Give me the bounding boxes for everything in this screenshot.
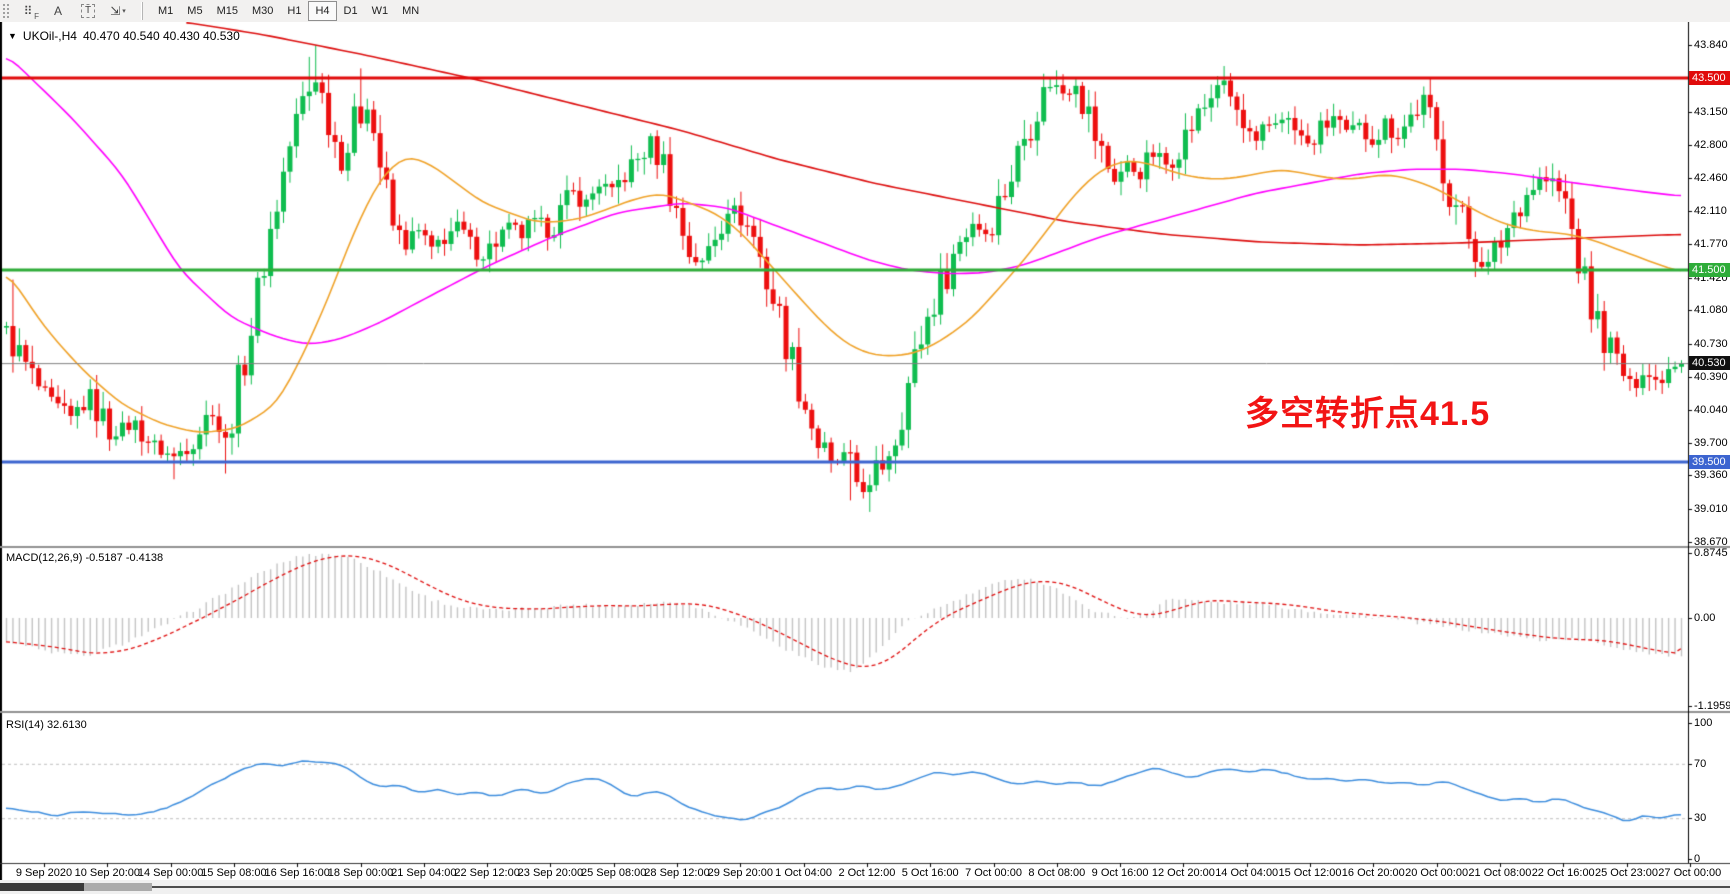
macd-tick-label: -1.1959 [1694, 700, 1730, 713]
timeframe-m30-button[interactable]: M30 [245, 1, 280, 21]
dropdown-caret-icon[interactable]: ▾ [122, 8, 126, 15]
time-axis-label: 21 Oct 08:00 [1468, 867, 1532, 879]
rsi-tick-label: 30 [1694, 812, 1707, 825]
time-axis-label: 9 Oct 16:00 [1091, 867, 1149, 879]
chart-canvas[interactable] [0, 22, 1730, 894]
rsi-tick-label: 70 [1694, 757, 1707, 770]
chart-region: ▼ UKOil-,H4 40.470 40.540 40.430 40.530 … [0, 22, 1730, 894]
ohlc-values: 40.470 40.540 40.430 40.530 [82, 29, 240, 43]
cursor-arrows-glyph: ⇲ [110, 4, 121, 18]
annotation-text: 多空转折点41.5 [1245, 395, 1491, 433]
time-axis-label: 9 Sep 2020 [15, 867, 73, 879]
price-tick-label: 43.150 [1694, 105, 1728, 118]
price-tick-label: 42.110 [1694, 205, 1727, 218]
time-axis-label: 29 Sep 20:00 [707, 867, 774, 879]
timeframe-h1-button[interactable]: H1 [280, 1, 308, 21]
time-axis-label: 25 Sep 08:00 [580, 867, 647, 879]
time-axis-label: 12 Oct 20:00 [1151, 867, 1215, 879]
time-axis-label: 23 Sep 20:00 [517, 867, 584, 879]
time-axis-label: 16 Sep 16:00 [264, 867, 330, 879]
time-axis-label: 14 Sep 00:00 [137, 867, 204, 879]
toolbar: ⠿ F A T ⇲ ▾ M1 M5 M15 M30 H1 H4 D1 W1 MN [0, 0, 1730, 23]
price-tick-label: 38.670 [1694, 535, 1728, 548]
price-tick-label: 40.390 [1694, 370, 1728, 383]
toolbar-drag-handle[interactable] [2, 3, 11, 19]
scrollbar-thumb[interactable] [0, 883, 84, 891]
macd-indicator-label: MACD(12,26,9) -0.5187 -0.4138 [6, 552, 164, 564]
rsi-indicator-label: RSI(14) 32.6130 [6, 719, 87, 731]
price-tick-label: 41.770 [1694, 238, 1728, 251]
price-badge: 43.500 [1689, 71, 1730, 85]
price-tick-label: 39.360 [1694, 469, 1728, 482]
time-axis-label: 5 Oct 16:00 [901, 867, 959, 879]
hotkey-grid-sub: F [34, 12, 39, 21]
price-tick-label: 42.460 [1694, 171, 1728, 184]
price-tick-label: 39.010 [1694, 503, 1728, 516]
text-label-glyph: A [53, 4, 62, 18]
timeframe-mn-button[interactable]: MN [395, 1, 426, 21]
time-axis-label: 8 Oct 08:00 [1028, 867, 1086, 879]
timeframe-m15-button[interactable]: M15 [210, 1, 245, 21]
price-tick-label: 41.080 [1694, 304, 1728, 317]
time-axis-label: 18 Sep 00:00 [327, 867, 394, 879]
time-axis-label: 28 Sep 12:00 [644, 867, 710, 879]
price-tick-label: 40.040 [1694, 404, 1728, 417]
timeframe-m1-button[interactable]: M1 [151, 1, 180, 21]
hotkey-grid-glyph: ⠿ [23, 4, 33, 18]
price-badge: 40.530 [1689, 356, 1730, 371]
chart-title: ▼ UKOil-,H4 40.470 40.540 40.430 40.530 [8, 29, 240, 43]
time-axis-label: 22 Sep 12:00 [454, 867, 520, 879]
text-box-glyph: T [80, 4, 96, 18]
time-axis-label: 10 Sep 20:00 [74, 867, 141, 879]
time-axis-label: 7 Oct 00:00 [965, 867, 1022, 879]
rsi-tick-label: 0 [1694, 853, 1701, 865]
time-axis-label: 20 Oct 00:00 [1405, 867, 1469, 879]
time-axis-label: 21 Sep 04:00 [391, 867, 457, 879]
time-axis-label: 2 Oct 12:00 [838, 867, 896, 879]
horizontal-scrollbar[interactable] [0, 880, 1730, 894]
collapse-chart-icon[interactable]: ▼ [8, 31, 17, 41]
scrollbar-rail [152, 886, 1730, 888]
time-axis-label: 15 Oct 12:00 [1278, 867, 1342, 879]
timeframe-m5-button[interactable]: M5 [180, 1, 209, 21]
time-axis-label: 1 Oct 04:00 [775, 867, 833, 879]
timeframe-h4-button[interactable]: H4 [308, 1, 337, 21]
hotkey-grid-icon[interactable]: ⠿ F [15, 1, 41, 21]
timeframe-w1-button[interactable]: W1 [365, 1, 396, 21]
text-box-icon[interactable]: T [75, 1, 101, 21]
price-tick-label: 39.700 [1694, 436, 1728, 449]
time-axis-label: 15 Sep 08:00 [201, 867, 267, 879]
price-tick-label: 40.730 [1694, 337, 1728, 350]
macd-tick-label: 0.00 [1694, 612, 1716, 624]
toolbar-separator [141, 2, 143, 20]
price-tick-label: 42.800 [1694, 139, 1728, 152]
time-axis-label: 25 Oct 23:00 [1595, 867, 1658, 879]
time-axis-label: 14 Oct 04:00 [1215, 867, 1279, 879]
price-badge: 39.500 [1689, 455, 1730, 469]
time-axis-label: 22 Oct 16:00 [1531, 867, 1595, 879]
rsi-tick-label: 100 [1694, 717, 1713, 729]
time-axis-label: 27 Oct 00:00 [1658, 867, 1722, 879]
timeframe-d1-button[interactable]: D1 [337, 1, 365, 21]
symbol-period-label: UKOil-,H4 [22, 29, 77, 43]
cursor-arrows-icon[interactable]: ⇲ ▾ [105, 1, 131, 21]
time-axis-label: 16 Oct 20:00 [1341, 867, 1405, 879]
price-tick-label: 43.840 [1694, 39, 1728, 52]
scrollbar-segment [84, 883, 152, 891]
price-badge: 41.500 [1689, 263, 1730, 277]
text-label-icon[interactable]: A [45, 1, 71, 21]
macd-tick-label: 0.8745 [1694, 547, 1728, 560]
